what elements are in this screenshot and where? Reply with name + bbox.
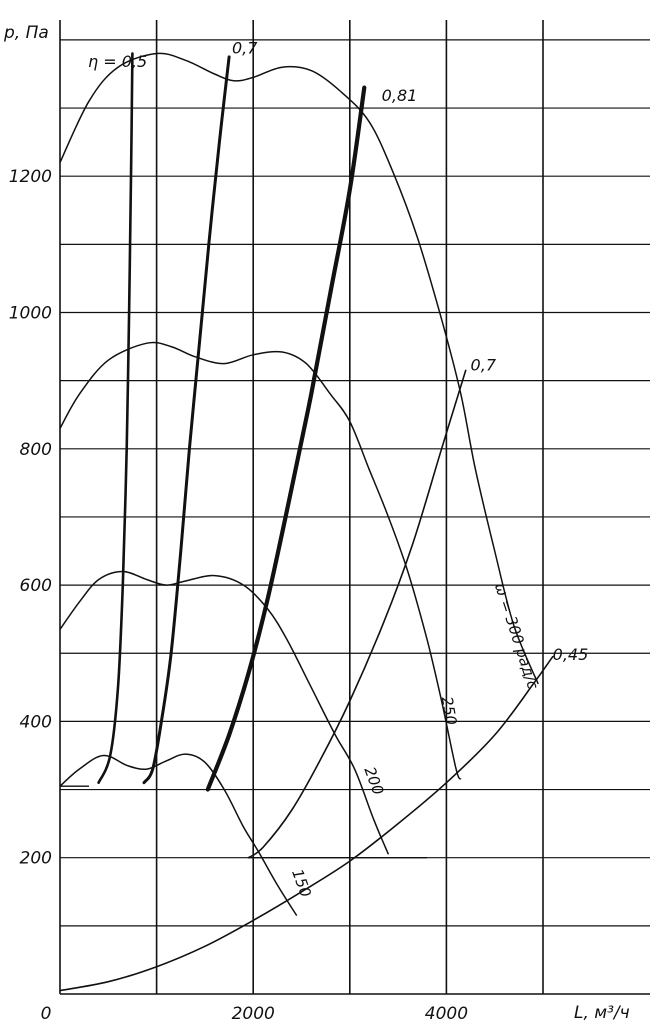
x-tick-label: 4000 — [425, 1004, 468, 1024]
x-tick-label: 2000 — [232, 1004, 275, 1024]
y-tick-label: 800 — [20, 440, 52, 460]
pressure-curve-0 — [59, 753, 298, 916]
efficiency-curve-0 — [97, 52, 134, 784]
efficiency-curve-label: 0,7 — [471, 355, 497, 374]
efficiency-curve-label: η = 0,5 — [88, 52, 147, 71]
efficiency-curve-label: 0,45 — [553, 645, 589, 664]
curve-layer — [59, 52, 554, 992]
pressure-curve-label: 150 — [288, 867, 315, 900]
y-tick-label: 400 — [20, 712, 52, 732]
pressure-curve-label: ω = 300 рад/с — [491, 581, 542, 692]
pressure-curve-3 — [59, 52, 539, 685]
efficiency-curve-4 — [59, 655, 554, 992]
efficiency-curve-label: 0,81 — [382, 86, 418, 105]
efficiency-curve-2 — [205, 85, 367, 792]
pressure-curve-label: 250 — [438, 695, 461, 726]
efficiency-curve-3 — [247, 369, 467, 859]
label-layer: p, Па L, м³/ч 200 400 600 800 1000 1200 0 2000 4… — [3, 23, 630, 1024]
efficiency-curve-1 — [142, 55, 231, 785]
y-axis-label: p, Па — [3, 23, 49, 43]
y-tick-label: 1000 — [9, 304, 52, 324]
grid-layer — [59, 20, 650, 995]
x-tick-label: 0 — [41, 1004, 52, 1024]
y-tick-label: 200 — [20, 849, 52, 869]
efficiency-curve-label: 0,7 — [232, 39, 258, 58]
pressure-curve-1 — [59, 570, 390, 855]
y-tick-label: 1200 — [9, 167, 52, 187]
pressure-curve-2 — [59, 341, 462, 780]
x-axis-label: L, м³/ч — [574, 1003, 630, 1023]
y-tick-label: 600 — [20, 576, 52, 596]
